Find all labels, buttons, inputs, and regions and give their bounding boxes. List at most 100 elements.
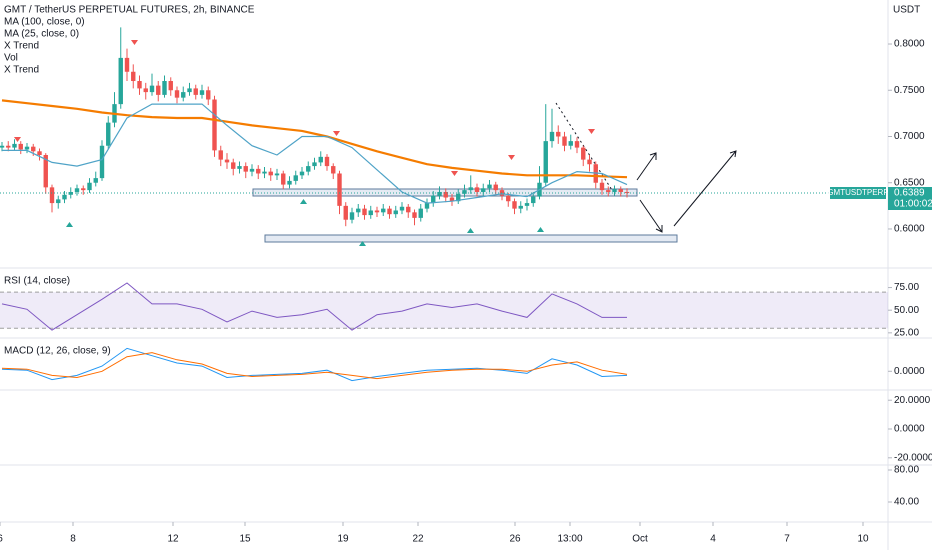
candle-body — [618, 189, 623, 192]
y-tick-label: 40.00 — [894, 497, 919, 508]
rsi-band — [0, 292, 888, 329]
x-tick-label: 12 — [167, 534, 179, 545]
arrow — [636, 152, 657, 181]
candle-body — [324, 156, 330, 167]
x-tick-label: 4 — [710, 534, 716, 545]
candle-body — [381, 208, 386, 213]
signal — [66, 222, 73, 227]
candle-body — [481, 188, 486, 192]
countdown-label: 01:00:02 — [894, 199, 932, 210]
candle-body — [312, 162, 317, 167]
candle-body — [281, 173, 286, 185]
candle-body — [168, 81, 173, 91]
candle-body — [293, 175, 298, 181]
candle-body — [224, 159, 230, 163]
candle-body — [543, 141, 548, 183]
signal — [333, 131, 340, 136]
candle-body — [287, 180, 292, 185]
arrow — [673, 150, 737, 227]
candle-body — [156, 85, 161, 95]
y-tick-label: 25.00 — [894, 327, 919, 338]
candle-body — [493, 184, 498, 191]
candle-body — [506, 195, 511, 202]
legend-entry: X Trend — [4, 65, 39, 76]
ma-line — [1, 99, 628, 179]
candle-body — [56, 199, 61, 204]
candle-body — [556, 131, 561, 137]
legend-entry: MA (25, close, 0) — [4, 29, 79, 40]
legend-entry: MA (100, close, 0) — [4, 17, 85, 28]
x-tick-label: 22 — [412, 534, 424, 545]
candle-body — [249, 168, 255, 172]
candle-body — [12, 143, 17, 148]
candle-body — [518, 205, 523, 209]
axis-unit: USDT — [893, 5, 920, 16]
arrows — [636, 150, 737, 233]
x-tick-label: Oct — [632, 534, 648, 545]
candle-body — [99, 145, 105, 179]
candle-body — [399, 206, 405, 211]
y-tick-label: 0.0000 — [894, 366, 925, 377]
x-tick-label: 19 — [337, 534, 349, 545]
candle-body — [81, 188, 86, 191]
candle-body — [262, 171, 267, 174]
candle-body — [393, 210, 398, 215]
signal — [359, 241, 366, 246]
candle-body — [162, 81, 167, 95]
signal — [467, 228, 474, 233]
candle-body — [574, 141, 580, 148]
sell-signals — [14, 40, 595, 176]
candle-body — [237, 166, 242, 169]
x-tick-label: 15 — [239, 534, 251, 545]
candle-body — [462, 190, 467, 194]
candle-body — [331, 166, 336, 174]
candle-body — [437, 191, 442, 196]
candle-body — [343, 205, 348, 220]
candle-body — [612, 189, 617, 192]
price-tag — [888, 187, 932, 211]
candle-body — [512, 201, 517, 209]
candle-body — [174, 90, 180, 98]
candle-body — [374, 210, 380, 213]
x-tick-label: 26 — [509, 534, 521, 545]
legend-entry: Vol — [4, 53, 18, 64]
y-tick-label: 0.8000 — [894, 39, 925, 50]
candle-body — [474, 187, 480, 192]
buy-signals — [66, 199, 544, 246]
candle-body — [49, 187, 55, 204]
signal — [508, 155, 515, 160]
candle-body — [581, 147, 586, 160]
indicator-line — [1, 282, 627, 331]
candle-body — [143, 88, 148, 93]
candle-body — [74, 188, 80, 192]
candle-body — [137, 81, 142, 89]
indicator-line — [1, 352, 628, 380]
y-tick-label: 0.0000 — [894, 424, 925, 435]
candle-body — [406, 206, 411, 213]
y-tick-label: 0.6000 — [894, 224, 925, 235]
candle-body — [149, 85, 155, 93]
x-tick-label: 8 — [70, 534, 76, 545]
symbol-tag-label: GMTUSDTPERP — [827, 188, 888, 197]
candle-body — [368, 210, 373, 216]
candle-body — [181, 92, 186, 98]
candle-body — [424, 203, 430, 209]
candle-body — [624, 191, 630, 193]
legend-entry: X Trend — [4, 41, 39, 52]
candle-body — [6, 145, 11, 148]
y-tick-label: 0.7500 — [894, 85, 925, 96]
y-tick-label: -20.0000 — [894, 452, 932, 463]
candle-body — [431, 195, 436, 204]
candle-body — [562, 136, 567, 146]
ma-line — [2, 103, 628, 204]
candle-body — [218, 150, 223, 160]
candle-body — [387, 208, 392, 215]
price-tag-label: 0.6389 — [894, 188, 925, 199]
candle-body — [599, 182, 605, 191]
y-tick-label: 75.00 — [894, 282, 919, 293]
candle-body — [487, 184, 492, 189]
x-tick-label: 7 — [784, 534, 790, 545]
candle-body — [0, 145, 5, 148]
y-tick-label: 20.0000 — [894, 395, 931, 406]
